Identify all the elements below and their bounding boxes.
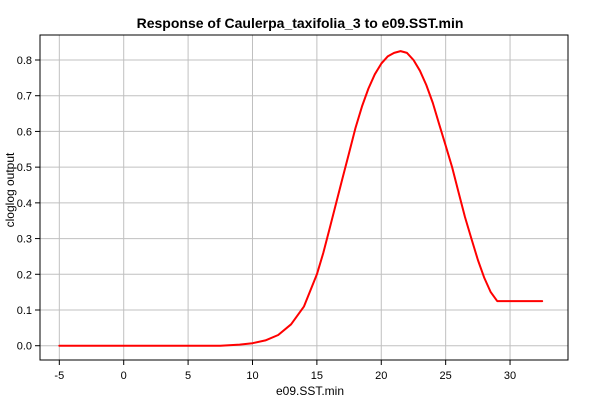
x-tick-label: 0 (121, 370, 127, 382)
x-tick-label: 15 (311, 370, 323, 382)
y-tick-label: 0.0 (17, 341, 32, 353)
x-tick-label: 30 (504, 370, 516, 382)
y-tick-label: 0.2 (17, 269, 32, 281)
x-tick-label: -5 (54, 370, 64, 382)
x-tick-label: 5 (185, 370, 191, 382)
response-curve (58, 50, 544, 347)
y-tick-label: 0.6 (17, 126, 32, 138)
plot-frame (39, 34, 569, 361)
y-tick-label: 0.8 (17, 55, 32, 67)
chart-title: Response of Caulerpa_taxifolia_3 to e09.… (137, 15, 464, 31)
x-tick-label: 25 (440, 370, 452, 382)
y-tick-label: 0.5 (17, 162, 32, 174)
x-tick-label: 10 (246, 370, 258, 382)
y-axis-label: cloglog output (3, 152, 17, 227)
y-tick-label: 0.7 (17, 91, 32, 103)
y-tick-label: 0.4 (17, 198, 32, 210)
x-tick-label: 20 (375, 370, 387, 382)
x-axis-label: e09.SST.min (276, 384, 344, 398)
y-tick-label: 0.3 (17, 234, 32, 246)
y-tick-label: 0.1 (17, 305, 32, 317)
